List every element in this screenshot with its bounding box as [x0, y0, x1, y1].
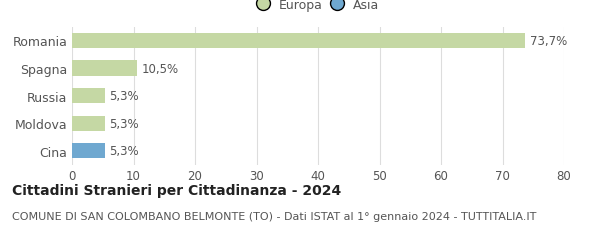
- Bar: [72, 116, 104, 131]
- Bar: [72, 89, 104, 104]
- Text: COMUNE DI SAN COLOMBANO BELMONTE (TO) - Dati ISTAT al 1° gennaio 2024 - TUTTITAL: COMUNE DI SAN COLOMBANO BELMONTE (TO) - …: [12, 211, 536, 221]
- Text: 5,3%: 5,3%: [110, 117, 139, 130]
- Bar: [72, 61, 137, 76]
- Text: 73,7%: 73,7%: [530, 35, 568, 48]
- Bar: [72, 144, 104, 159]
- Text: 5,3%: 5,3%: [110, 144, 139, 158]
- Bar: [72, 34, 525, 49]
- Text: 5,3%: 5,3%: [110, 90, 139, 103]
- Legend: Europa, Asia: Europa, Asia: [253, 0, 383, 16]
- Text: 10,5%: 10,5%: [142, 62, 179, 75]
- Text: Cittadini Stranieri per Cittadinanza - 2024: Cittadini Stranieri per Cittadinanza - 2…: [12, 183, 341, 197]
